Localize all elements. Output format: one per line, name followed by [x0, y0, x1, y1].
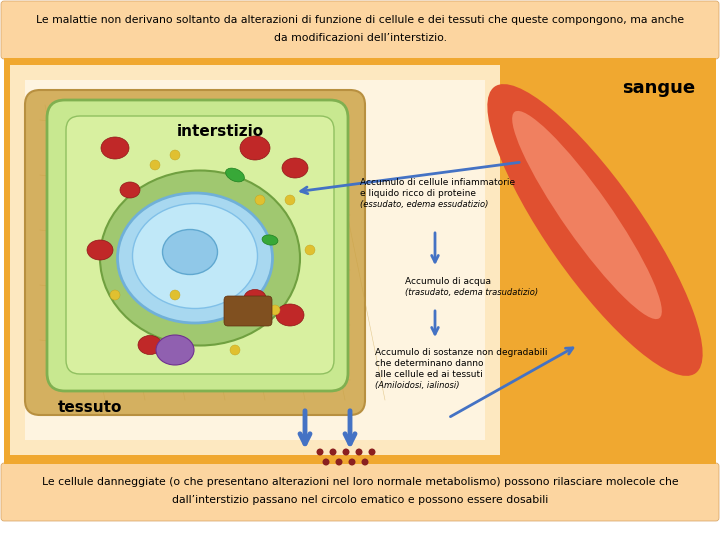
Ellipse shape	[270, 305, 280, 315]
Ellipse shape	[330, 449, 336, 456]
Ellipse shape	[87, 240, 113, 260]
Ellipse shape	[336, 458, 343, 465]
Bar	[10, 65, 500, 455]
Ellipse shape	[317, 449, 323, 456]
Ellipse shape	[138, 335, 162, 354]
Text: (Amiloidosi, ialinosi): (Amiloidosi, ialinosi)	[375, 381, 459, 390]
Text: Le cellule danneggiate (o che presentano alterazioni nel loro normale metabolism: Le cellule danneggiate (o che presentano…	[42, 477, 678, 487]
Text: tessuto: tessuto	[58, 401, 122, 415]
Ellipse shape	[132, 204, 258, 308]
Ellipse shape	[276, 304, 304, 326]
Text: dall’interstizio passano nel circolo ematico e possono essere dosabili: dall’interstizio passano nel circolo ema…	[172, 495, 548, 505]
Ellipse shape	[150, 160, 160, 170]
Text: che determinano danno: che determinano danno	[375, 359, 484, 368]
Text: (essudato, edema essudatizio): (essudato, edema essudatizio)	[360, 200, 488, 209]
Text: da modificazioni dell’interstizio.: da modificazioni dell’interstizio.	[274, 33, 446, 43]
Text: e liquido ricco di proteine: e liquido ricco di proteine	[360, 189, 476, 198]
Ellipse shape	[512, 111, 662, 319]
FancyBboxPatch shape	[25, 90, 365, 415]
Text: Accumulo di cellule infiammatorie: Accumulo di cellule infiammatorie	[360, 178, 515, 187]
FancyBboxPatch shape	[66, 116, 334, 374]
Ellipse shape	[110, 290, 120, 300]
Text: interstizio: interstizio	[176, 125, 264, 139]
Ellipse shape	[255, 195, 265, 205]
Ellipse shape	[305, 245, 315, 255]
Ellipse shape	[285, 195, 295, 205]
Ellipse shape	[323, 458, 330, 465]
Text: Accumulo di sostanze non degradabili: Accumulo di sostanze non degradabili	[375, 348, 547, 357]
Text: sangue: sangue	[622, 79, 695, 97]
FancyBboxPatch shape	[1, 1, 719, 59]
Ellipse shape	[361, 458, 369, 465]
FancyBboxPatch shape	[1, 463, 719, 521]
Ellipse shape	[117, 193, 272, 323]
Bar	[25, 80, 485, 440]
Ellipse shape	[369, 449, 376, 456]
Text: Accumulo di acqua: Accumulo di acqua	[405, 277, 491, 286]
FancyBboxPatch shape	[47, 100, 348, 391]
Text: Le malattie non derivano soltanto da alterazioni di funzione di cellule e dei te: Le malattie non derivano soltanto da alt…	[36, 15, 684, 25]
Ellipse shape	[101, 137, 129, 159]
Ellipse shape	[343, 449, 349, 456]
Ellipse shape	[348, 458, 356, 465]
Text: (trasudato, edema trasudatizio): (trasudato, edema trasudatizio)	[405, 288, 538, 297]
Ellipse shape	[230, 345, 240, 355]
Bar	[4, 58, 716, 464]
Ellipse shape	[163, 230, 217, 274]
Ellipse shape	[356, 449, 362, 456]
Ellipse shape	[170, 150, 180, 160]
Ellipse shape	[170, 290, 180, 300]
Ellipse shape	[120, 182, 140, 198]
Ellipse shape	[240, 136, 270, 160]
Ellipse shape	[100, 171, 300, 346]
Ellipse shape	[156, 335, 194, 365]
Ellipse shape	[244, 289, 266, 307]
Ellipse shape	[225, 168, 244, 182]
Text: alle cellule ed ai tessuti: alle cellule ed ai tessuti	[375, 370, 482, 379]
Ellipse shape	[166, 339, 184, 351]
Ellipse shape	[282, 158, 308, 178]
Ellipse shape	[262, 235, 278, 245]
Ellipse shape	[487, 84, 703, 376]
FancyBboxPatch shape	[224, 296, 272, 326]
